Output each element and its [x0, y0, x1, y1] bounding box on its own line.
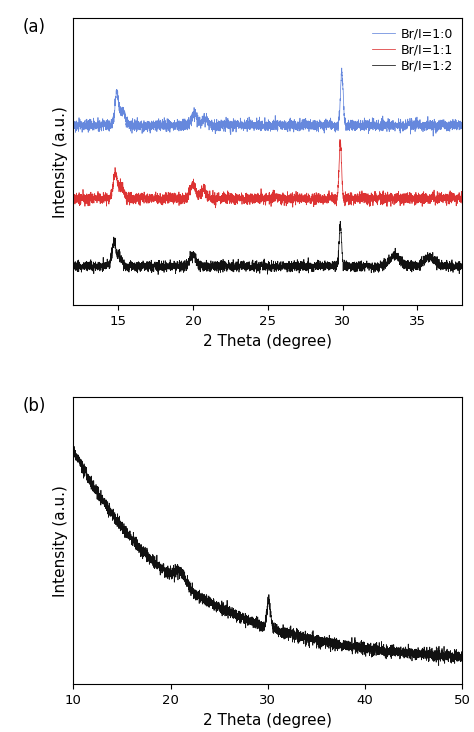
Br/I=1:0 [237, 122, 243, 130]
Br/I=1:2 [337, 217, 343, 225]
X-axis label: 2 Theta (degree): 2 Theta (degree) [203, 334, 332, 348]
Br/I=1:0 [234, 122, 239, 131]
Br/I=1:0 [459, 121, 465, 130]
Br/I=1:2 [428, 253, 434, 261]
Line: Br/I=1:2: Br/I=1:2 [73, 221, 462, 274]
Br/I=1:1 [447, 198, 453, 206]
Br/I=1:0 [71, 117, 76, 126]
Y-axis label: Intensity (a.u.): Intensity (a.u.) [53, 485, 68, 597]
Text: (a): (a) [23, 18, 46, 37]
Br/I=1:2 [155, 270, 161, 279]
Br/I=1:2 [237, 262, 243, 271]
Br/I=1:0 [447, 124, 453, 133]
Br/I=1:0 [428, 121, 434, 130]
Br/I=1:0 [353, 117, 359, 126]
Text: (b): (b) [23, 397, 46, 415]
Br/I=1:2 [353, 267, 359, 276]
Br/I=1:1 [337, 135, 343, 144]
Br/I=1:2 [255, 259, 261, 268]
Br/I=1:1 [428, 191, 434, 200]
Br/I=1:0 [255, 125, 261, 134]
Br/I=1:1 [71, 193, 76, 201]
Br/I=1:0 [430, 132, 436, 141]
Line: Br/I=1:0: Br/I=1:0 [73, 68, 462, 136]
Br/I=1:1 [353, 194, 359, 203]
Line: Br/I=1:1: Br/I=1:1 [73, 140, 462, 208]
Br/I=1:2 [71, 259, 76, 268]
Br/I=1:0 [339, 64, 345, 72]
Br/I=1:1 [237, 193, 243, 201]
Y-axis label: Intensity (a.u.): Intensity (a.u.) [53, 106, 68, 218]
Br/I=1:1 [459, 199, 465, 208]
Br/I=1:1 [212, 203, 218, 212]
Br/I=1:2 [459, 264, 465, 273]
Br/I=1:2 [234, 260, 240, 269]
Br/I=1:1 [255, 195, 261, 203]
X-axis label: 2 Theta (degree): 2 Theta (degree) [203, 713, 332, 728]
Br/I=1:2 [447, 262, 453, 271]
Legend: Br/I=1:0, Br/I=1:1, Br/I=1:2: Br/I=1:0, Br/I=1:1, Br/I=1:2 [370, 25, 456, 75]
Br/I=1:1 [234, 198, 240, 206]
